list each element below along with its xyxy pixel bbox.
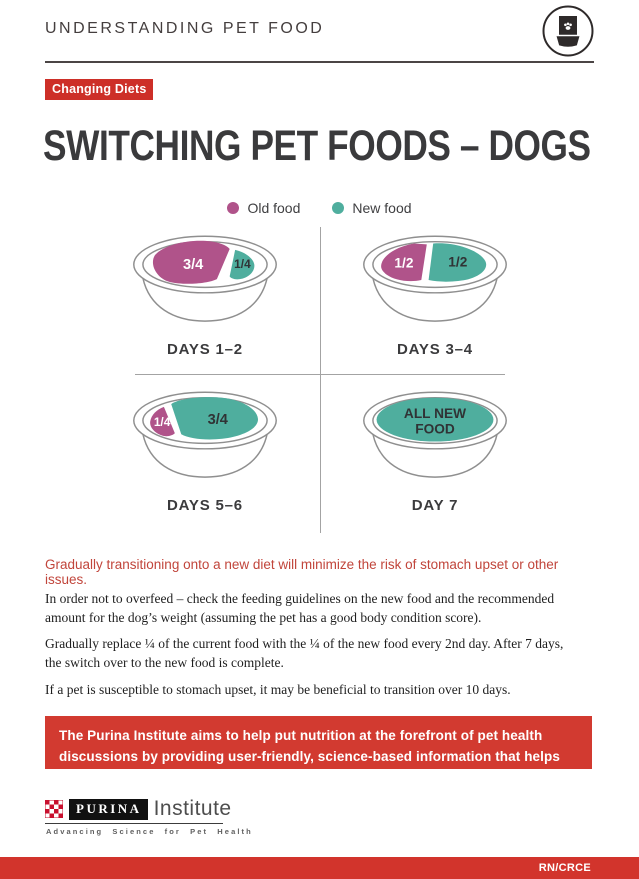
document-header-title: UNDERSTANDING PET FOOD [45, 20, 325, 37]
all-new-food-line1: ALL NEW [404, 406, 466, 421]
paragraph-replace: Gradually replace ¼ of the current food … [45, 636, 564, 671]
purina-checkerboard-icon [45, 800, 63, 818]
bowl-label: DAYS 5–6 [167, 497, 243, 514]
new-food-swatch-icon [332, 202, 345, 214]
purina-wordmark: PURINA [69, 798, 148, 820]
all-new-food-line2: FOOD [415, 421, 455, 436]
pet-food-bag-bowl-icon [542, 5, 594, 57]
grid-horizontal-divider [135, 374, 505, 375]
footer-code: RN/CRCE [538, 862, 591, 874]
fraction-old: 1/2 [394, 255, 413, 270]
footer-bar: RN/CRCE [0, 857, 639, 879]
header-divider [45, 61, 594, 63]
highlight-sentence: Gradually transitioning onto a new diet … [45, 557, 559, 587]
logo-tagline: Advancing Science for Pet Health [46, 827, 253, 836]
purina-institute-logo: PURINA Institute [45, 797, 232, 820]
paragraph-overfeed: In order not to overfeed – check the fee… [45, 591, 555, 626]
bowl-graphic-days-1-2: 3/4 1/4 [133, 235, 277, 322]
institute-wordmark: Institute [153, 797, 232, 820]
fraction-new: 1/4 [234, 257, 251, 271]
bowl-graphic-day-7: ALL NEW FOOD [363, 391, 507, 478]
logo-divider [45, 823, 223, 824]
legend: Old food New food [0, 200, 639, 216]
bowl-label: DAYS 1–2 [167, 341, 243, 358]
legend-item-new-food: New food [332, 200, 412, 216]
bowl-day-7: ALL NEW FOOD DAY 7 [320, 384, 550, 514]
bowl-days-5-6: 1/4 3/4 DAYS 5–6 [90, 384, 320, 514]
bowl-label: DAY 7 [411, 497, 459, 514]
bowl-days-1-2: 3/4 1/4 DAYS 1–2 [90, 228, 320, 358]
bowl-graphic-days-5-6: 1/4 3/4 [133, 391, 277, 478]
fraction-new: 1/2 [448, 254, 467, 269]
fraction-old: 3/4 [183, 257, 204, 273]
purina-institute-callout: The Purina Institute aims to help put nu… [45, 716, 592, 785]
bowl-diagram-grid: 3/4 1/4 DAYS 1–2 1/2 1/2 DAYS 3–4 [90, 228, 550, 514]
bowl-label: DAYS 3–4 [397, 341, 473, 358]
bowl-graphic-days-3-4: 1/2 1/2 [363, 235, 507, 322]
section-badge: Changing Diets [45, 79, 154, 100]
old-food-swatch-icon [227, 202, 240, 214]
grid-vertical-divider [320, 227, 321, 533]
bowl-days-3-4: 1/2 1/2 DAYS 3–4 [320, 228, 550, 358]
legend-label-old: Old food [247, 200, 301, 216]
legend-item-old-food: Old food [227, 200, 300, 216]
page-title: SWITCHING PET FOODS – DOGS [43, 122, 591, 170]
legend-label-new: New food [352, 200, 412, 216]
fraction-new: 3/4 [208, 412, 229, 428]
body-text: In order not to overfeed – check the fee… [45, 589, 573, 706]
paragraph-susceptible: If a pet is susceptible to stomach upset… [45, 681, 511, 697]
fraction-old: 1/4 [154, 415, 171, 429]
